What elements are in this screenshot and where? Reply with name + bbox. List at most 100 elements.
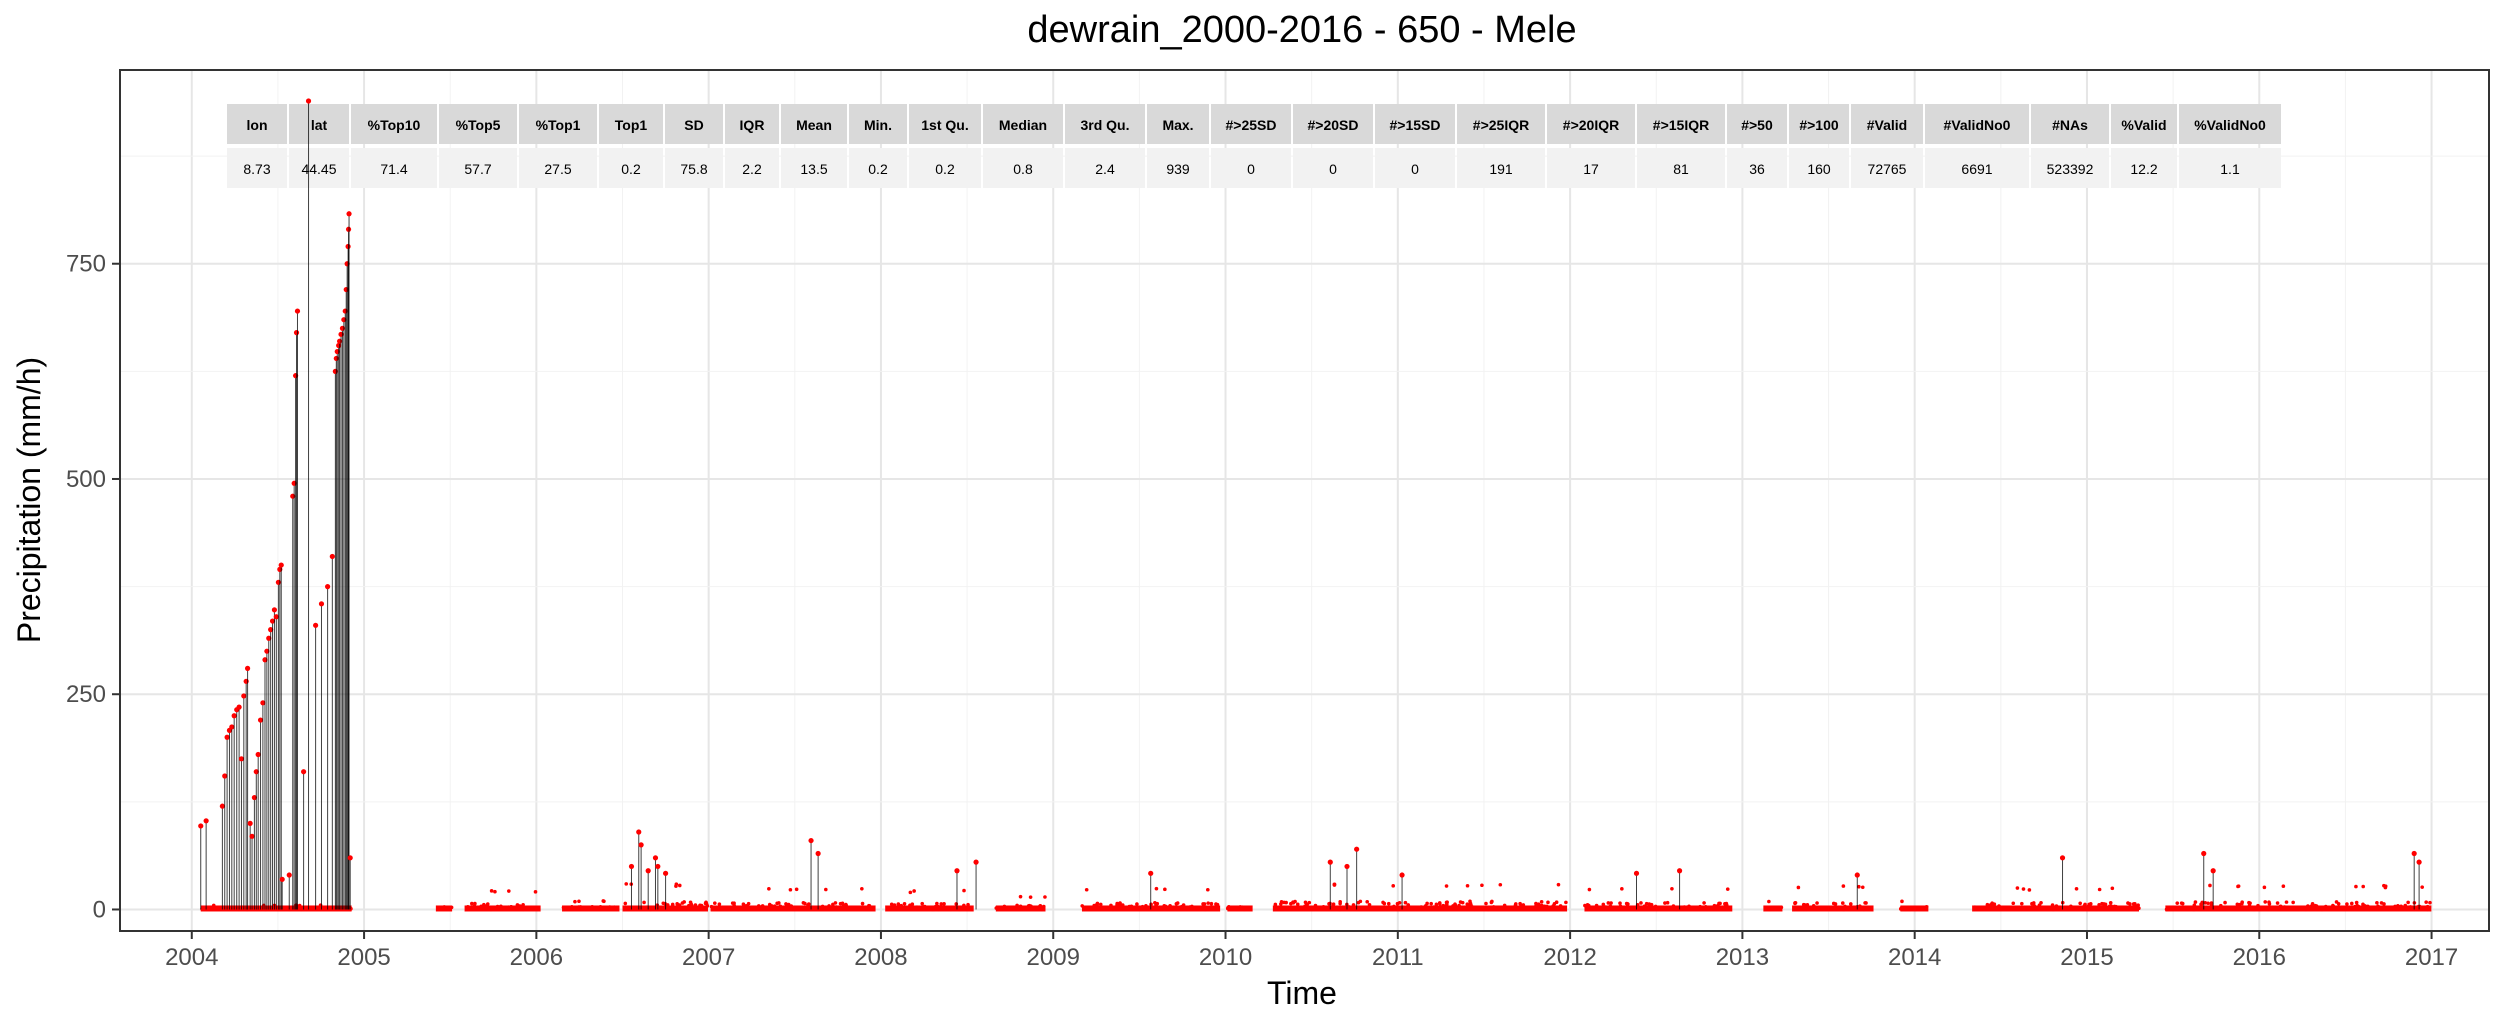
spike-point	[294, 308, 301, 314]
table-header-text: Min.	[864, 117, 892, 133]
data-point	[2015, 886, 2020, 890]
x-tick-label: 2014	[1888, 944, 1941, 971]
data-point	[1498, 882, 1503, 887]
data-point	[1466, 907, 1471, 911]
data-point	[1536, 902, 1541, 906]
data-point	[994, 906, 999, 910]
table-value-text: 12.2	[2130, 161, 2157, 177]
spike-point	[1327, 859, 1333, 865]
data-point	[1860, 885, 1865, 890]
data-point	[1163, 887, 1167, 892]
axes: 2004 2005 2006 2007 2008 2009 2010 2011 2012 2013…	[66, 251, 2458, 971]
data-point	[2354, 884, 2358, 889]
data-point	[922, 904, 926, 909]
data-point	[1140, 904, 1145, 909]
x-tick-label: 2008	[854, 944, 907, 971]
data-point	[1359, 906, 1363, 910]
data-point	[1403, 900, 1408, 905]
data-point	[1546, 900, 1550, 905]
data-point	[1275, 907, 1280, 911]
data-point	[2341, 906, 2345, 911]
data-point	[674, 882, 679, 886]
data-point	[2282, 905, 2287, 909]
data-point	[912, 889, 916, 893]
data-point	[2198, 906, 2202, 911]
data-point	[1423, 904, 1428, 908]
data-point	[573, 899, 577, 904]
y-tick-label: 250	[66, 681, 106, 708]
data-point	[1134, 906, 1138, 911]
data-point	[1671, 904, 1676, 908]
table-value-cell	[1293, 148, 1373, 188]
data-point	[2314, 904, 2319, 908]
data-point	[1367, 902, 1372, 907]
data-point	[1862, 907, 1866, 912]
data-point	[1523, 905, 1527, 910]
data-point	[1848, 902, 1853, 906]
data-point	[713, 901, 717, 905]
spike-point	[1633, 870, 1640, 876]
data-point	[1118, 901, 1122, 905]
data-point	[754, 907, 758, 911]
table-header-cell	[289, 104, 349, 144]
table-header-cell	[1147, 104, 1209, 144]
table-header-text: %Valid	[2121, 117, 2166, 133]
data-point	[2323, 904, 2328, 909]
data-point	[1135, 902, 1139, 906]
table-header-text: #>15SD	[1390, 117, 1441, 133]
data-point	[1533, 904, 1538, 909]
data-point	[1805, 903, 1810, 907]
data-point	[2099, 905, 2104, 910]
data-point	[2206, 906, 2211, 911]
data-point	[1811, 904, 1816, 908]
data-point	[830, 906, 835, 911]
spike-point	[1676, 868, 1683, 874]
data-point	[574, 906, 578, 911]
data-point	[736, 907, 741, 912]
data-point	[521, 902, 525, 907]
data-point	[1144, 903, 1148, 908]
data-point	[602, 899, 606, 904]
data-point	[2021, 887, 2026, 891]
data-point	[669, 906, 674, 911]
data-point	[1556, 882, 1561, 887]
table-header-text: #NAs	[2052, 117, 2088, 133]
data-point	[1534, 901, 1538, 906]
data-point	[2219, 903, 2223, 908]
table-value-text: 71.4	[380, 161, 407, 177]
table-header-cell	[439, 104, 517, 144]
data-point	[1642, 904, 1647, 908]
data-point	[515, 903, 520, 908]
data-point	[2193, 900, 2198, 904]
table-header-cell	[1637, 104, 1725, 144]
spike-point	[269, 618, 276, 624]
table-header-cell	[2031, 104, 2109, 144]
data-point	[297, 903, 302, 908]
data-point	[592, 907, 596, 912]
data-point	[2275, 901, 2280, 905]
data-point	[719, 905, 723, 910]
data-point	[958, 906, 962, 910]
data-point	[1181, 903, 1186, 907]
data-point	[507, 889, 511, 893]
data-point	[2232, 906, 2237, 911]
data-point	[2425, 907, 2430, 912]
data-point	[1767, 907, 1772, 912]
spike-point	[954, 868, 960, 874]
data-point	[1764, 906, 1769, 911]
table-value-text: 0.2	[621, 161, 641, 177]
data-point	[1419, 905, 1423, 909]
data-point	[1098, 902, 1103, 907]
data-point	[2179, 901, 2184, 905]
data-point	[1111, 907, 1115, 912]
table-value-cell	[983, 148, 1063, 188]
table-value-cell	[781, 148, 847, 188]
table-value-text: 27.5	[544, 161, 571, 177]
data-point	[1304, 902, 1309, 907]
x-axis-label: Time	[1267, 975, 1337, 1011]
plot-border	[119, 69, 2490, 932]
spike-point	[2201, 850, 2207, 857]
data-point	[1414, 905, 1419, 910]
data-point	[1603, 905, 1608, 909]
data-point	[1703, 904, 1708, 909]
